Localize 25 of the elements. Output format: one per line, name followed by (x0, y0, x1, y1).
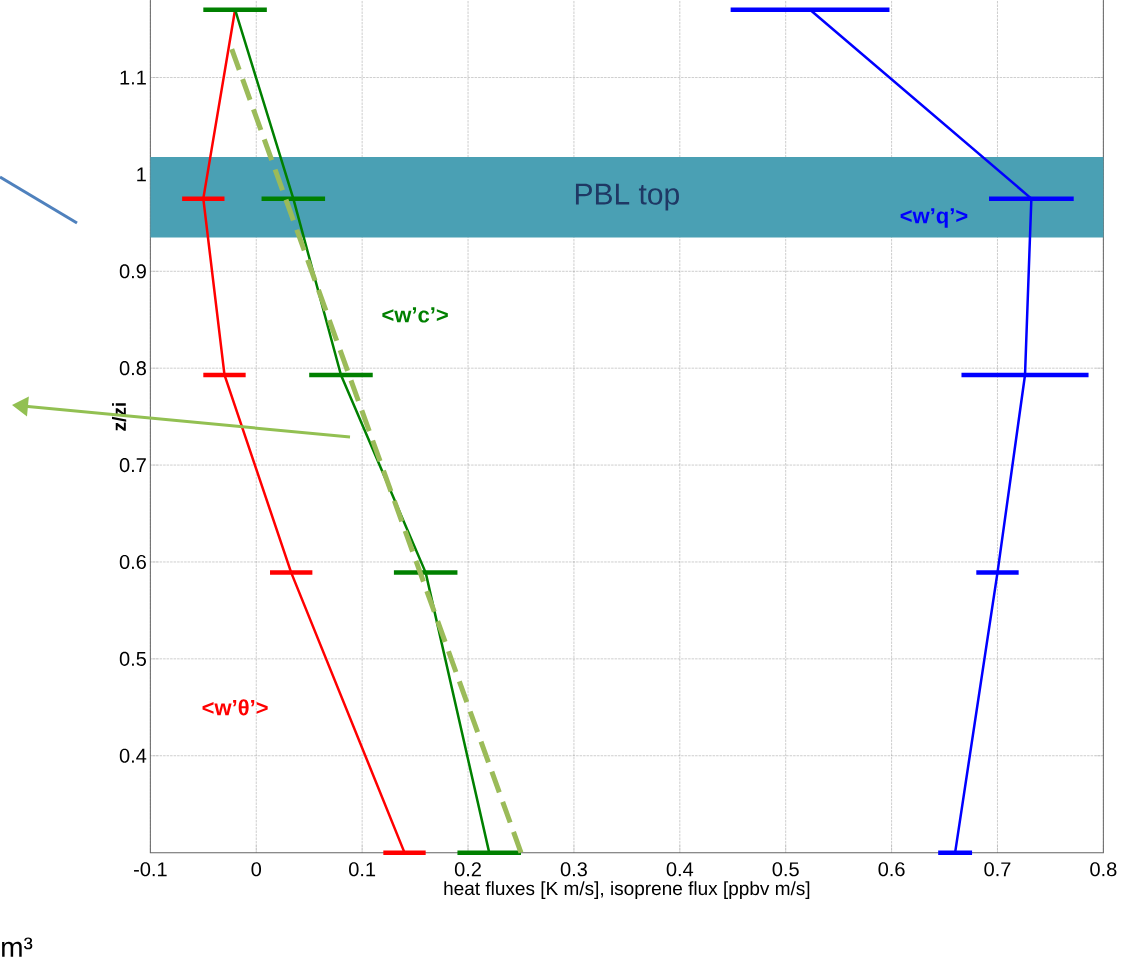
band-label: PBL top (575, 183, 679, 211)
x-tick-label: 0.2 (454, 862, 481, 877)
y-tick-label: 1.1 (120, 70, 146, 85)
x-axis-title: heat fluxes [K m/s], isoprene flux [ppbv m/s] (444, 881, 810, 899)
text: <w’q’> (900, 208, 968, 228)
x-tick-label: 0.5 (772, 862, 799, 877)
y-tick-label: 0.9 (119, 264, 146, 279)
y-tick-label: 1 (137, 167, 146, 182)
y-tick-label: 0.4 (119, 748, 147, 763)
x-tick-label: 0.8 (1090, 862, 1117, 877)
text: m³ (2, 937, 33, 957)
x-tick-label: 0.3 (560, 862, 587, 877)
x-tick-label: 0.7 (984, 862, 1011, 877)
y-axis-title: z/zi (112, 403, 127, 431)
text: <w’c’> (382, 307, 448, 323)
y-tick-label: 0.5 (119, 651, 146, 666)
text: <w’θ’> (202, 699, 268, 716)
x-tick-label: 0.4 (666, 862, 694, 877)
y-tick-label: 0.7 (119, 458, 146, 473)
x-tick-label: 0 (251, 862, 262, 877)
y-tick-label: 0.6 (119, 554, 146, 570)
x-tick-label: -0.1 (134, 862, 167, 877)
y-tick-label: 0.8 (119, 361, 146, 376)
x-tick-label: 0.6 (878, 862, 905, 877)
x-tick-label: 0.1 (349, 862, 376, 877)
